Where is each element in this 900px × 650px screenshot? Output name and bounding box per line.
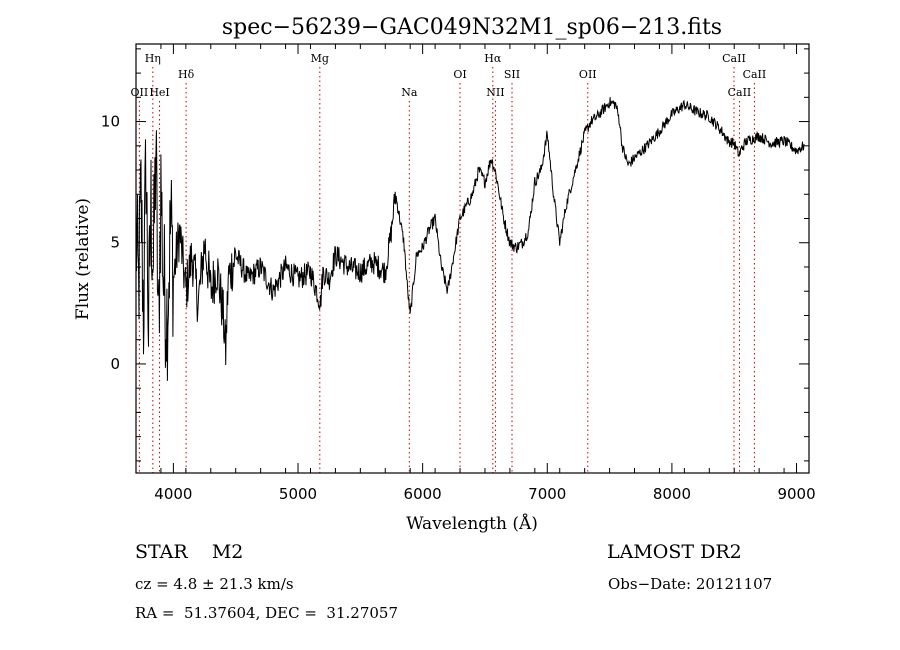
observation-date: Obs−Date: 20121107 [608, 575, 773, 593]
y-tick-label: 5 [110, 234, 120, 252]
x-tick-label: 4000 [154, 485, 192, 503]
chart-title: spec−56239−GAC049N32M1_sp06−213.fits [222, 15, 722, 40]
coordinates-line: RA = 51.37604, DEC = 31.27057 [135, 604, 399, 622]
spectral-line-label: Hδ [178, 68, 195, 81]
x-tick-label: 7000 [528, 485, 566, 503]
y-tick-label: 10 [101, 113, 120, 131]
spectral-line-label: NII [486, 86, 504, 99]
spectral-line-label: HeI [149, 86, 169, 99]
spectral-line-label: OI [453, 68, 466, 81]
y-tick-label: 0 [110, 355, 120, 373]
redshift-line: cz = 4.8 ± 21.3 km/s [135, 575, 294, 593]
spectral-line-label: OII [131, 86, 149, 99]
x-tick-label: 9000 [777, 485, 815, 503]
x-tick-label: 6000 [404, 485, 442, 503]
x-tick-label: 5000 [279, 485, 317, 503]
spectral-line-label: CaII [722, 52, 746, 65]
spectral-line-label: CaII [743, 68, 767, 81]
spectral-line-label: Hη [145, 52, 161, 65]
spectral-line-label: CaII [728, 86, 752, 99]
x-tick-label: 8000 [653, 485, 691, 503]
spectrum-series-line [135, 97, 805, 381]
x-axis-label: Wavelength (Å) [406, 513, 538, 534]
spectral-line-label: SII [504, 68, 520, 81]
survey-name: LAMOST DR2 [607, 541, 742, 563]
object-class: STAR M2 [135, 541, 244, 563]
series-layer [135, 97, 805, 381]
spectral-line-label: Mg [311, 52, 329, 65]
spectral-line-label: Hα [484, 52, 502, 65]
y-axis-label: Flux (relative) [73, 198, 93, 320]
axis-ticks: 4000 5000 6000 7000 8000 9000 0 5 10 [101, 44, 816, 503]
spectral-line-label: Na [401, 86, 418, 99]
spectral-line-label: OII [579, 68, 597, 81]
plot-frame [135, 43, 810, 474]
